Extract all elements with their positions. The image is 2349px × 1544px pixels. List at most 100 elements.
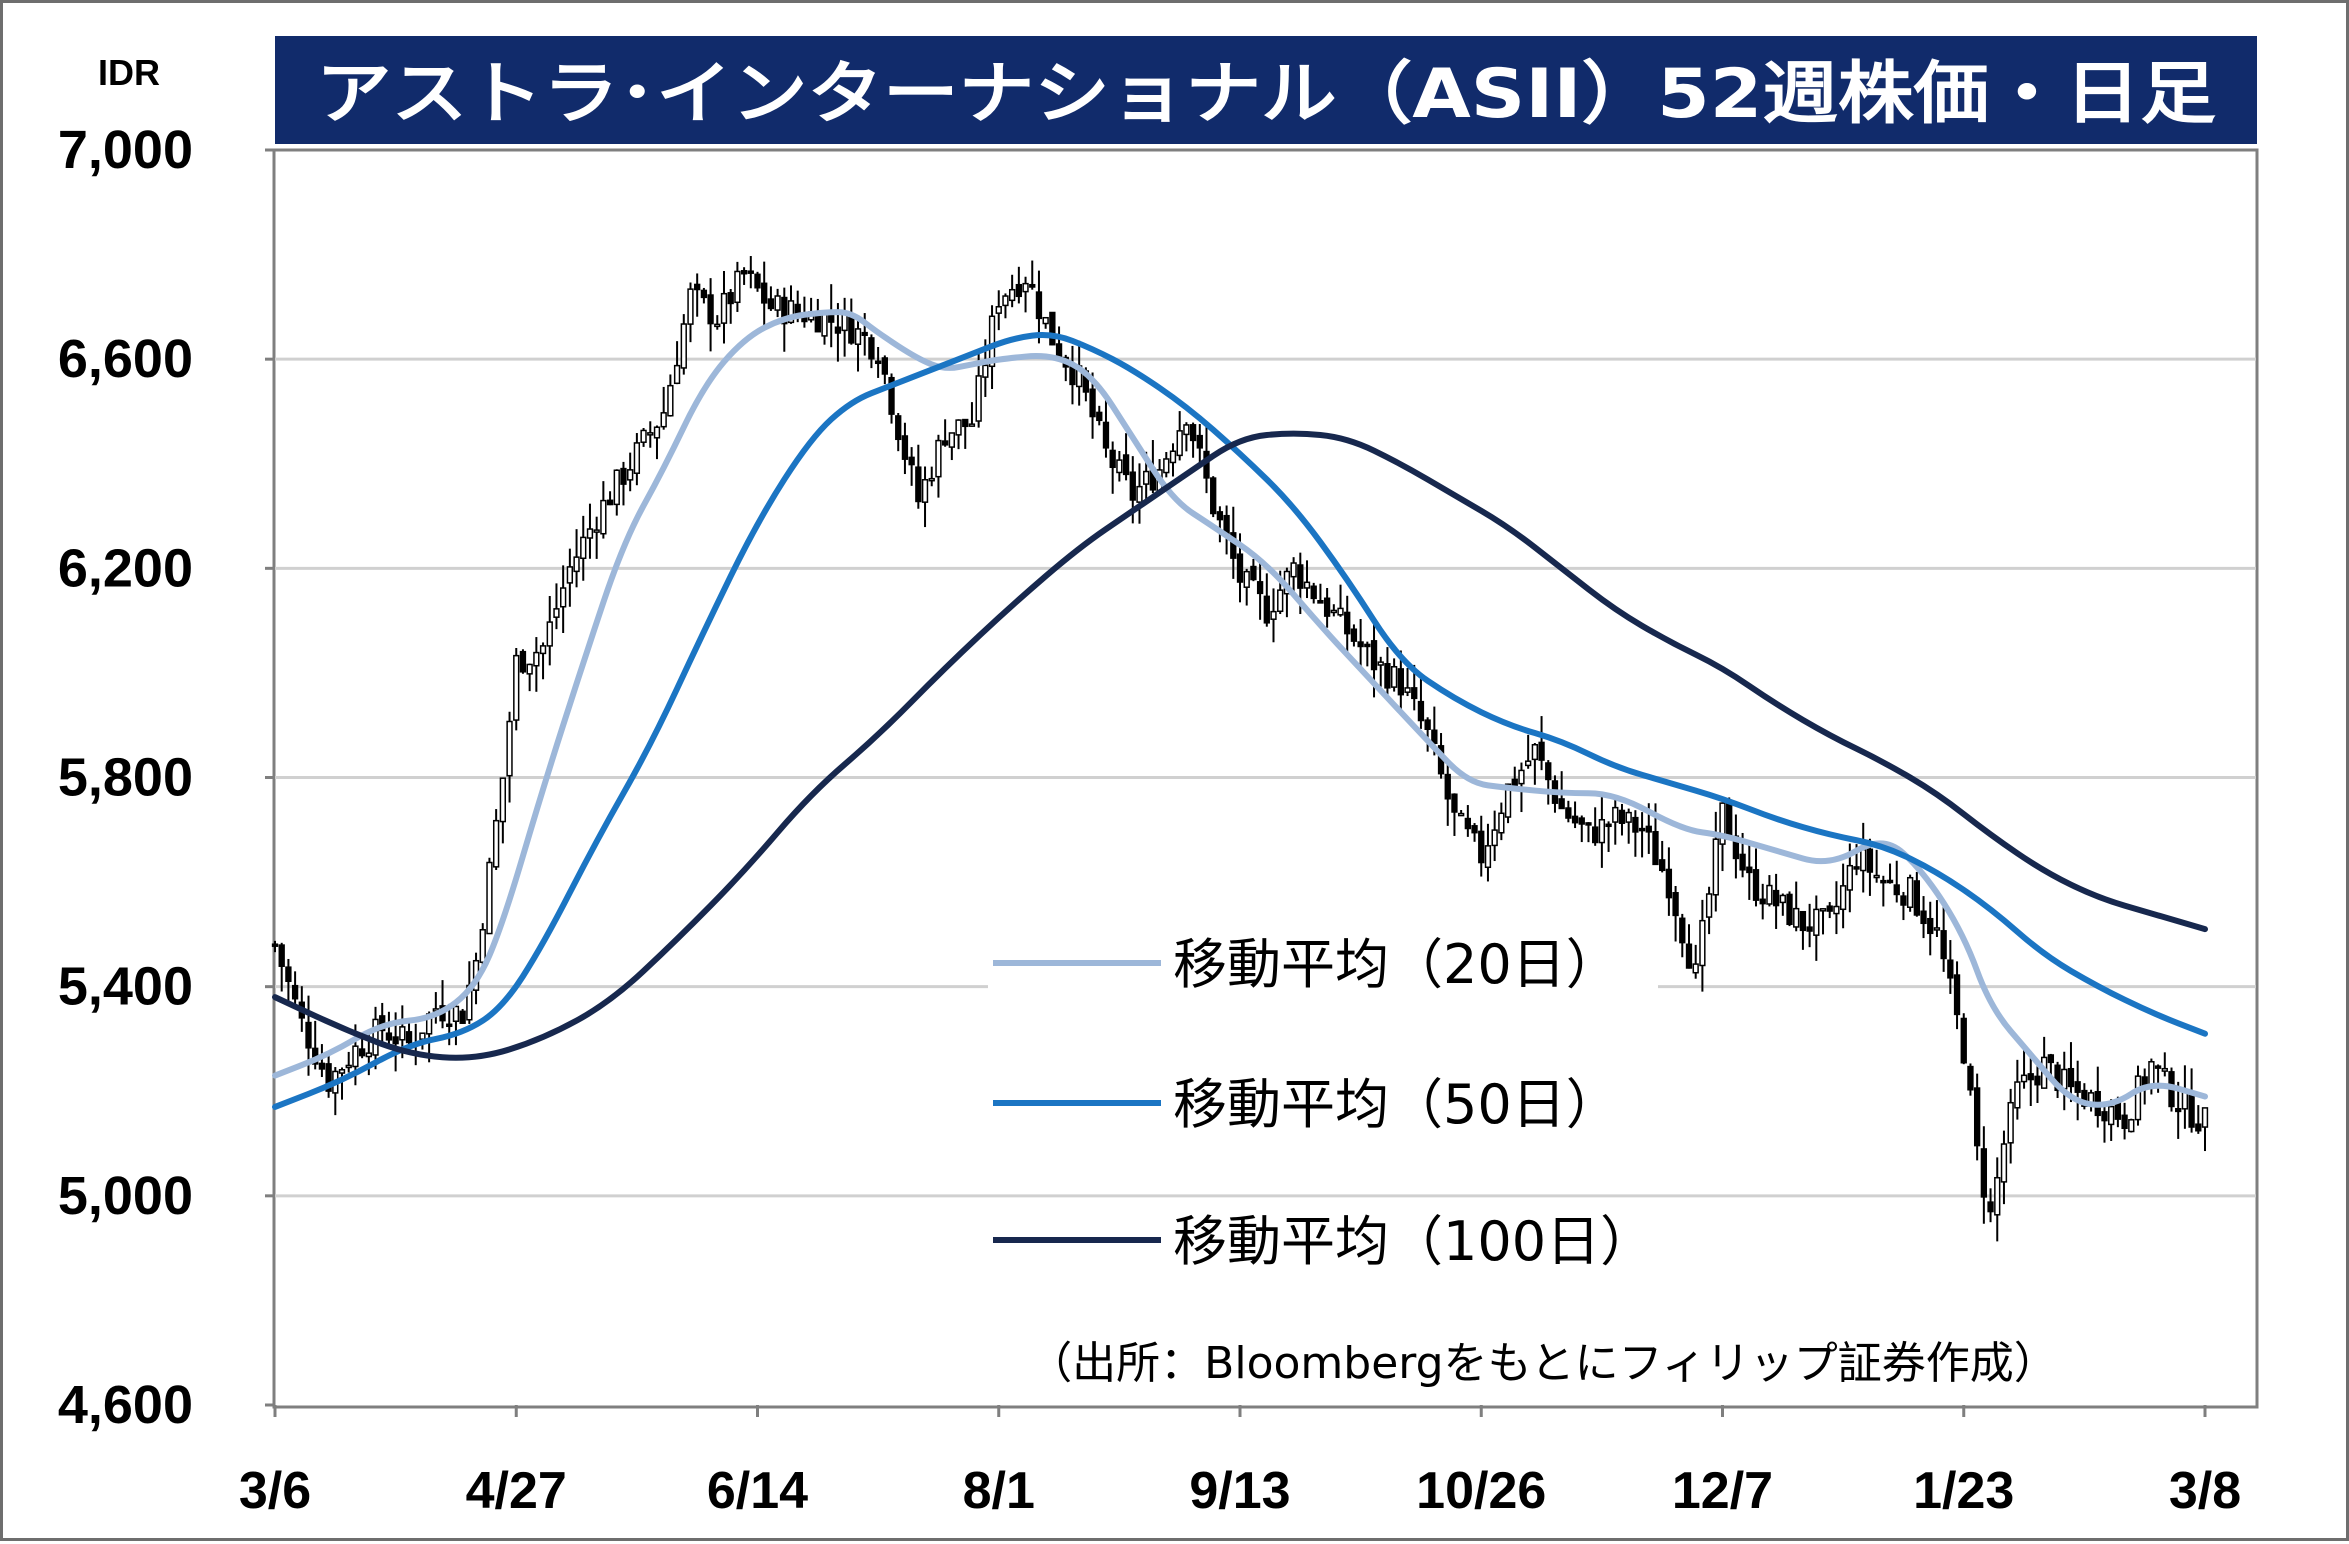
candle-body	[928, 477, 935, 482]
candle-body	[1042, 316, 1049, 325]
source-note: （出所：Bloombergをもとにフィリップ証券作成）	[1028, 1338, 2058, 1389]
candle-body	[513, 654, 520, 721]
candle-body	[1196, 434, 1203, 449]
candlesticks	[271, 256, 2209, 1242]
candle-body	[1277, 589, 1284, 613]
candle-body	[720, 292, 728, 324]
candle-body	[1055, 343, 1063, 359]
candle-body	[955, 419, 962, 436]
candle-body	[1592, 826, 1599, 844]
candle-body	[1524, 760, 1532, 767]
candle-body	[1029, 283, 1036, 288]
candle-body	[1739, 853, 1746, 871]
candle-body	[901, 435, 909, 460]
candle-body	[1102, 421, 1110, 449]
candle-body	[1169, 450, 1177, 464]
candle-body	[627, 469, 634, 481]
candle-body	[519, 650, 527, 673]
candle-body	[988, 315, 996, 368]
candle-body	[848, 315, 855, 344]
candle-body	[1330, 609, 1337, 614]
candle-body	[767, 298, 775, 310]
candle-body	[1839, 885, 1847, 911]
candle-body	[754, 273, 761, 289]
candle-body	[2108, 1105, 2115, 1126]
candle-body	[392, 1036, 399, 1045]
candle-body	[1873, 874, 1880, 879]
candle-body	[1960, 1017, 1967, 1064]
candle-body	[2047, 1054, 2055, 1064]
candle-body	[2074, 1081, 2081, 1093]
candle-body	[1846, 864, 1853, 891]
candle-body	[1759, 898, 1766, 905]
candle-body	[1679, 917, 1686, 944]
candle-body	[338, 1069, 346, 1074]
x-tick-label: 10/26	[1416, 1462, 1546, 1520]
candle-body	[606, 499, 614, 506]
candle-body	[1565, 807, 1572, 819]
candle-body	[1659, 859, 1666, 872]
x-tick-label: 1/23	[1913, 1462, 2014, 1520]
candle-body	[1163, 458, 1170, 474]
candle-body	[1987, 1201, 1994, 1213]
candle-body	[1390, 666, 1398, 688]
candle-body	[1612, 806, 1619, 823]
candle-body	[305, 1021, 312, 1049]
candle-body	[539, 645, 547, 655]
gridlines	[275, 357, 2256, 1198]
candle-body	[613, 469, 620, 506]
candle-body	[1136, 485, 1143, 503]
candle-body	[647, 432, 654, 436]
candle-body	[660, 412, 667, 428]
candle-body	[399, 1026, 406, 1041]
candle-body	[553, 608, 560, 618]
candle-body	[2195, 1123, 2202, 1132]
candle-body	[787, 300, 795, 324]
candle-body	[1719, 802, 1726, 845]
candle-body	[1705, 893, 1713, 918]
candle-body	[1638, 827, 1646, 832]
candle-body	[673, 364, 681, 385]
candle-body	[1953, 974, 1961, 1016]
candle-body	[1699, 919, 1706, 967]
candle-body	[861, 331, 868, 336]
candle-body	[1364, 643, 1371, 648]
candle-body	[559, 587, 567, 608]
candle-body	[1008, 288, 1016, 302]
candle-body	[1317, 600, 1324, 604]
candle-body	[1994, 1176, 2001, 1216]
candle-body	[1860, 848, 1867, 872]
candle-body	[1578, 817, 1585, 825]
candle-body	[1685, 943, 1693, 969]
candle-body	[1853, 866, 1860, 870]
candle-body	[881, 357, 888, 375]
candle-body	[1927, 917, 1934, 935]
candle-body	[1538, 741, 1545, 761]
candle-body	[2148, 1061, 2155, 1086]
candle-body	[526, 663, 533, 675]
y-tick-label: 6,200	[58, 538, 193, 598]
candle-body	[834, 326, 842, 334]
candle-body	[499, 777, 507, 823]
candle-body	[1263, 595, 1270, 624]
candle-body	[1645, 825, 1652, 833]
candle-body	[1491, 829, 1498, 847]
candle-body	[1431, 729, 1438, 745]
candle-body	[982, 364, 989, 378]
candle-body	[700, 289, 708, 299]
legend: 移動平均（20日） 移動平均（50日） 移動平均（100日）	[988, 933, 1658, 1273]
candle-body	[962, 418, 969, 428]
candle-body	[546, 621, 553, 647]
chart-title: アストラ･インターナショナル（ASII）52週株価・日足	[316, 55, 2216, 134]
candle-body	[727, 292, 734, 305]
candle-body	[1303, 581, 1311, 589]
candle-body	[1632, 816, 1639, 833]
candle-body	[2181, 1090, 2189, 1110]
candle-body	[968, 423, 976, 427]
candle-body	[1478, 830, 1485, 864]
candle-body	[2188, 1091, 2195, 1128]
candle-body	[1069, 365, 1076, 386]
candle-body	[1256, 581, 1264, 595]
candle-body	[1571, 815, 1579, 824]
moving-average-lines	[272, 309, 2208, 1110]
